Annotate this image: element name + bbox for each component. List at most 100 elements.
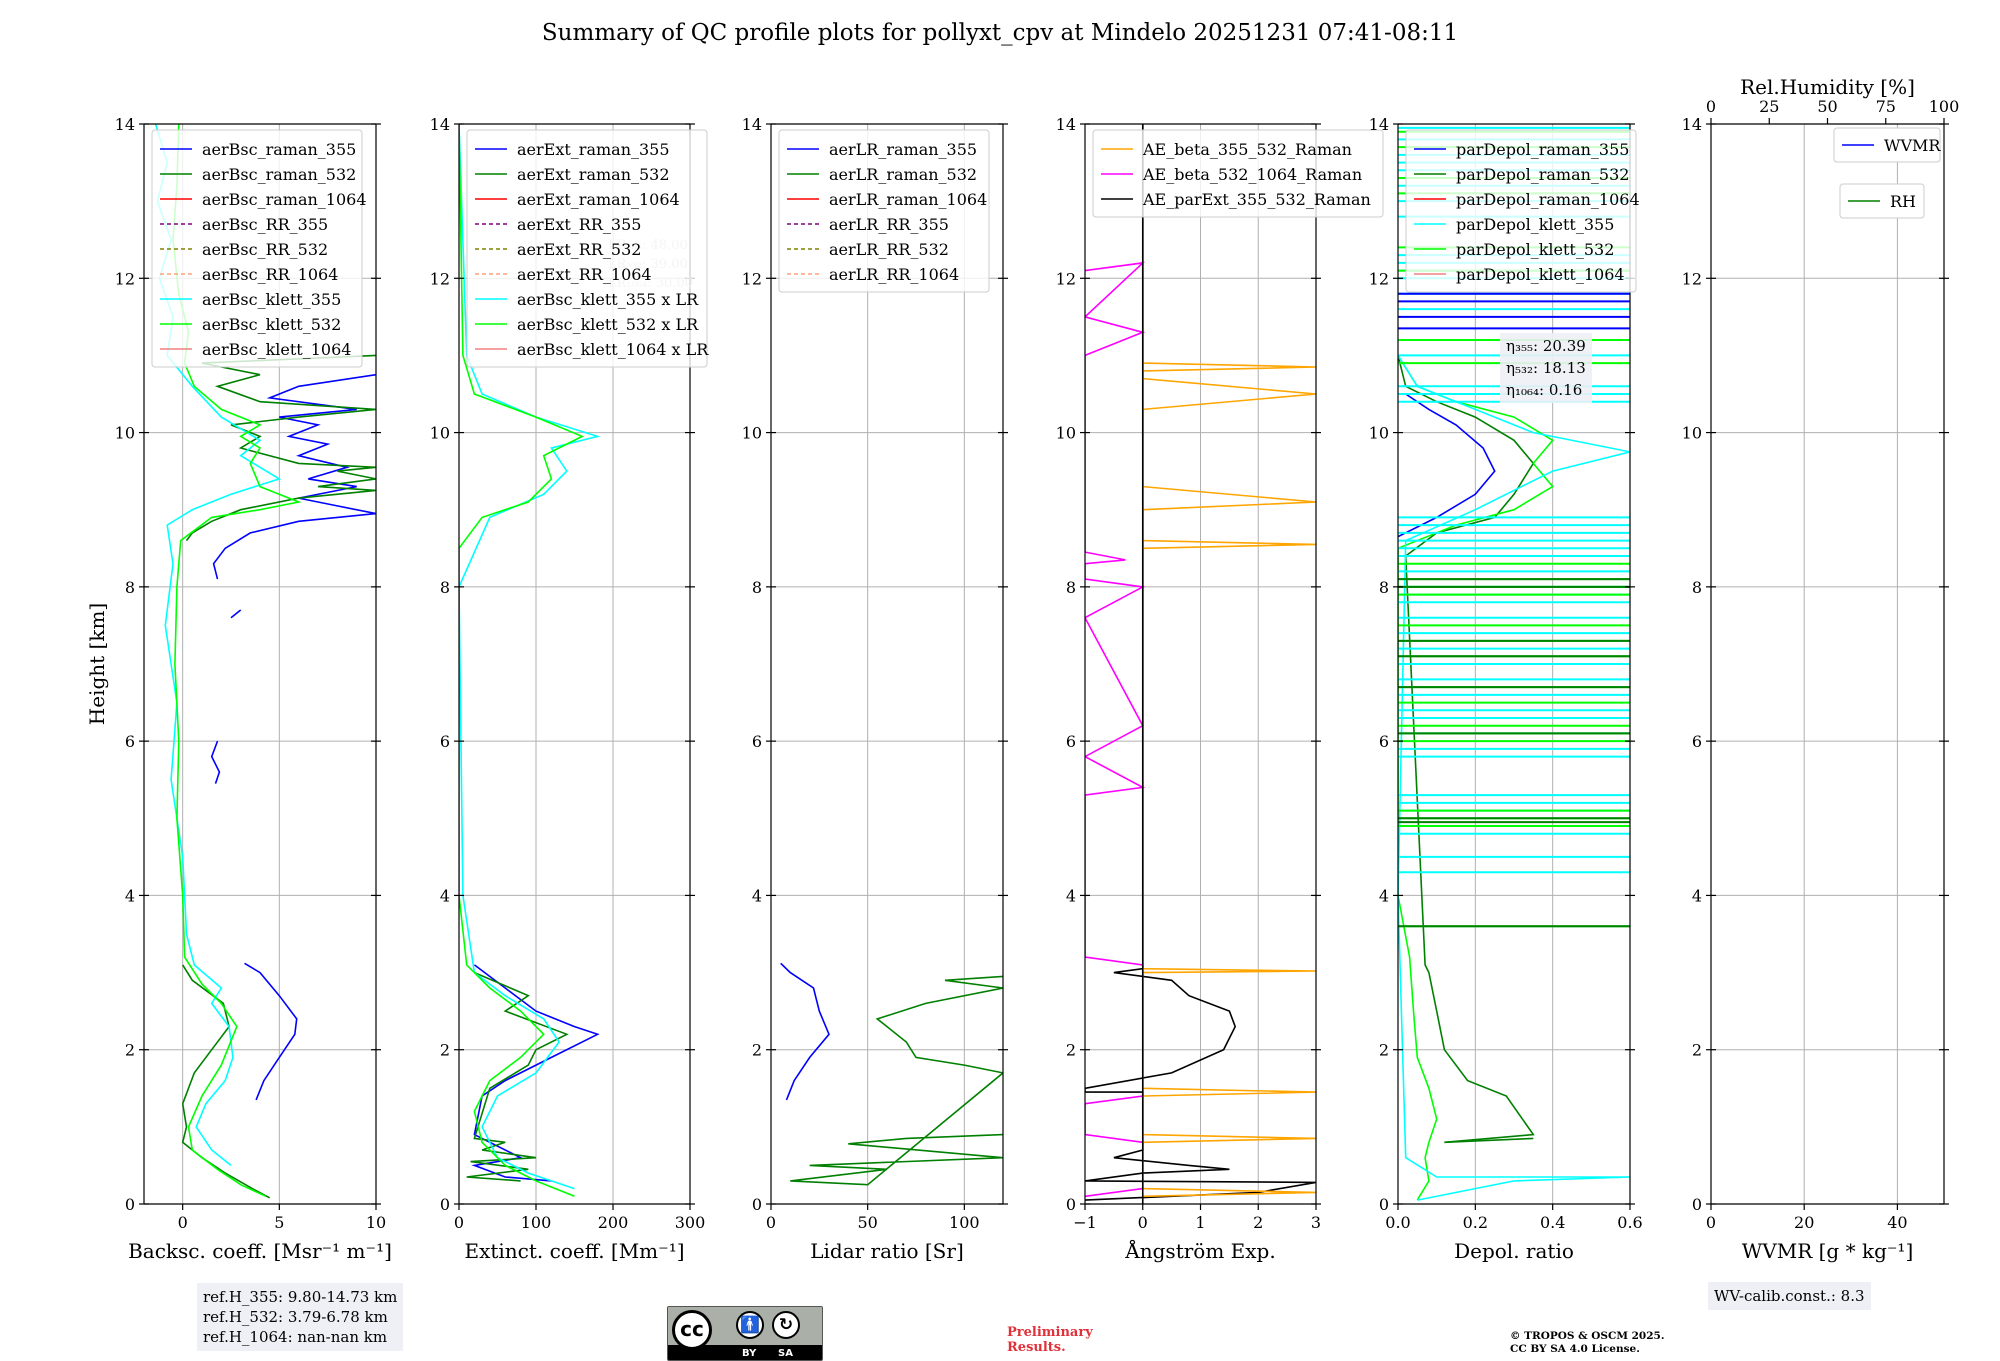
legend-box [1833, 127, 1941, 163]
series-line [1142, 124, 1316, 1198]
ytick-label: 14 [115, 115, 135, 134]
copyright-notice: © TROPOS & OSCM 2025. CC BY SA 4.0 Licen… [1510, 1330, 1665, 1356]
panel-bsc: 0 2 4 6 8 10 12 14 0 5 10 Backsc. coeff. [Msr⁻¹ m⁻¹… [85, 115, 392, 1263]
ytick-label: 0 [752, 1195, 762, 1214]
legend-label: aerLR_RR_1064 [829, 265, 959, 284]
ytick-label: 4 [1066, 886, 1076, 905]
xtick-label: 0.4 [1540, 1213, 1565, 1232]
ytick-label: 4 [752, 886, 762, 905]
legend-label: parDepol_klett_1064 [1456, 265, 1625, 284]
top-xtick-label: 25 [1759, 97, 1779, 116]
ytick-label: 8 [1692, 578, 1702, 597]
legend-label: aerExt_RR_532 [517, 240, 641, 259]
ytick-label: 8 [1066, 578, 1076, 597]
legend-label: aerBsc_klett_1064 x LR [517, 340, 709, 359]
legend-label: aerLR_raman_1064 [829, 190, 987, 209]
panel-ext: 0 2 4 6 8 10 12 14 0 100 200 300 Extinct. coeff. [Mm… [430, 115, 710, 1263]
series-group-lr [780, 962, 1003, 1186]
legend-label: parDepol_klett_532 [1456, 240, 1614, 259]
xtick-label: 0 [766, 1213, 776, 1232]
legend-label: AE_parExt_355_532_Raman [1142, 190, 1371, 209]
ytick-label: 10 [1369, 424, 1389, 443]
legend-box [466, 129, 708, 368]
series-line [466, 971, 569, 1182]
legend-label: aerExt_raman_1064 [517, 190, 680, 209]
eta-box [1500, 333, 1592, 403]
ytick-label: 12 [1682, 269, 1702, 288]
ytick-label: 2 [1066, 1041, 1076, 1060]
legend-label: aerBsc_raman_355 [202, 140, 356, 159]
series-line [459, 124, 585, 1198]
ytick-label: 0 [1692, 1195, 1702, 1214]
legend-label: aerLR_RR_355 [829, 215, 949, 234]
series-line [244, 962, 298, 1101]
xtick-label: 300 [675, 1213, 706, 1232]
xtick-label: 0 [454, 1213, 464, 1232]
legend-label: aerLR_raman_355 [829, 140, 977, 159]
copyright-line-1: © TROPOS & OSCM 2025. [1510, 1330, 1665, 1342]
series-line [185, 354, 376, 542]
legend-label: aerBsc_klett_532 x LR [517, 315, 699, 334]
legend-label: AE_beta_355_532_Raman [1142, 140, 1352, 159]
cc-by-label: BY [742, 1348, 757, 1359]
series-line [471, 964, 600, 1182]
ytick-label: 6 [1692, 732, 1702, 751]
xtick-label: −1 [1073, 1213, 1097, 1232]
series-line [181, 964, 271, 1199]
ytick-label: 12 [742, 269, 762, 288]
legend-label: aerExt_RR_355 [517, 215, 641, 234]
share-alike-icon: ↻ [772, 1311, 800, 1339]
ytick-label: 2 [440, 1041, 450, 1060]
legend-box [778, 129, 990, 293]
legend-label: aerBsc_RR_532 [202, 240, 328, 259]
ytick-label: 12 [1056, 269, 1076, 288]
xtick-label: 0.2 [1463, 1213, 1488, 1232]
legend-label: aerExt_raman_532 [517, 165, 670, 184]
ytick-label: 10 [1056, 424, 1076, 443]
legend-label: parDepol_klett_355 [1456, 215, 1614, 234]
xaxis-label: Backsc. coeff. [Msr⁻¹ m⁻¹] [128, 1239, 392, 1263]
legend-label: aerLR_RR_532 [829, 240, 949, 259]
legend-label: WVMR [1884, 136, 1941, 155]
reference-height-box: ref.H_355: 9.80-14.73 km ref.H_532: 3.79… [197, 1283, 404, 1351]
ytick-label: 8 [440, 578, 450, 597]
ytick-label: 14 [1369, 115, 1389, 134]
series-line [1085, 261, 1146, 1198]
cc-icon: cc [672, 1310, 712, 1350]
ytick-label: 14 [742, 115, 762, 134]
eta-label: η₁₀₆₄: 0.16 [1506, 381, 1582, 399]
ytick-label: 8 [752, 578, 762, 597]
ytick-label: 2 [752, 1041, 762, 1060]
preliminary-line-1: Preliminary [1007, 1325, 1093, 1340]
series-line [1398, 354, 1554, 1201]
xtick-label: 3 [1311, 1213, 1321, 1232]
series-line [230, 609, 242, 619]
top-xtick-label: 50 [1817, 97, 1837, 116]
legend-label: aerBsc_klett_355 [202, 290, 341, 309]
series-line [790, 975, 1003, 1186]
legend-box [1092, 129, 1384, 218]
xaxis-label: Extinct. coeff. [Mm⁻¹] [464, 1239, 684, 1263]
preliminary-notice: Preliminary Results. [1007, 1325, 1093, 1355]
ytick-label: 4 [125, 886, 135, 905]
xtick-label: 0 [1138, 1213, 1148, 1232]
ytick-label: 6 [440, 732, 450, 751]
ytick-label: 4 [1379, 886, 1389, 905]
ytick-label: 12 [430, 269, 450, 288]
legend-label: RH [1890, 192, 1916, 211]
ytick-label: 10 [430, 424, 450, 443]
legend-label: aerExt_raman_355 [517, 140, 670, 159]
yaxis-label: Height [km] [85, 603, 109, 725]
legend-label: aerExt_RR_1064 [517, 265, 652, 284]
legend-label: aerBsc_klett_532 [202, 315, 341, 334]
xtick-label: 200 [598, 1213, 629, 1232]
xtick-label: 0.6 [1617, 1213, 1642, 1232]
ytick-label: 2 [125, 1041, 135, 1060]
xtick-label: 0 [178, 1213, 188, 1232]
xtick-label: 0.0 [1385, 1213, 1410, 1232]
ytick-label: 6 [1066, 732, 1076, 751]
ytick-label: 10 [742, 424, 762, 443]
legend-box [1405, 129, 1637, 293]
legend-label: aerBsc_RR_1064 [202, 265, 338, 284]
